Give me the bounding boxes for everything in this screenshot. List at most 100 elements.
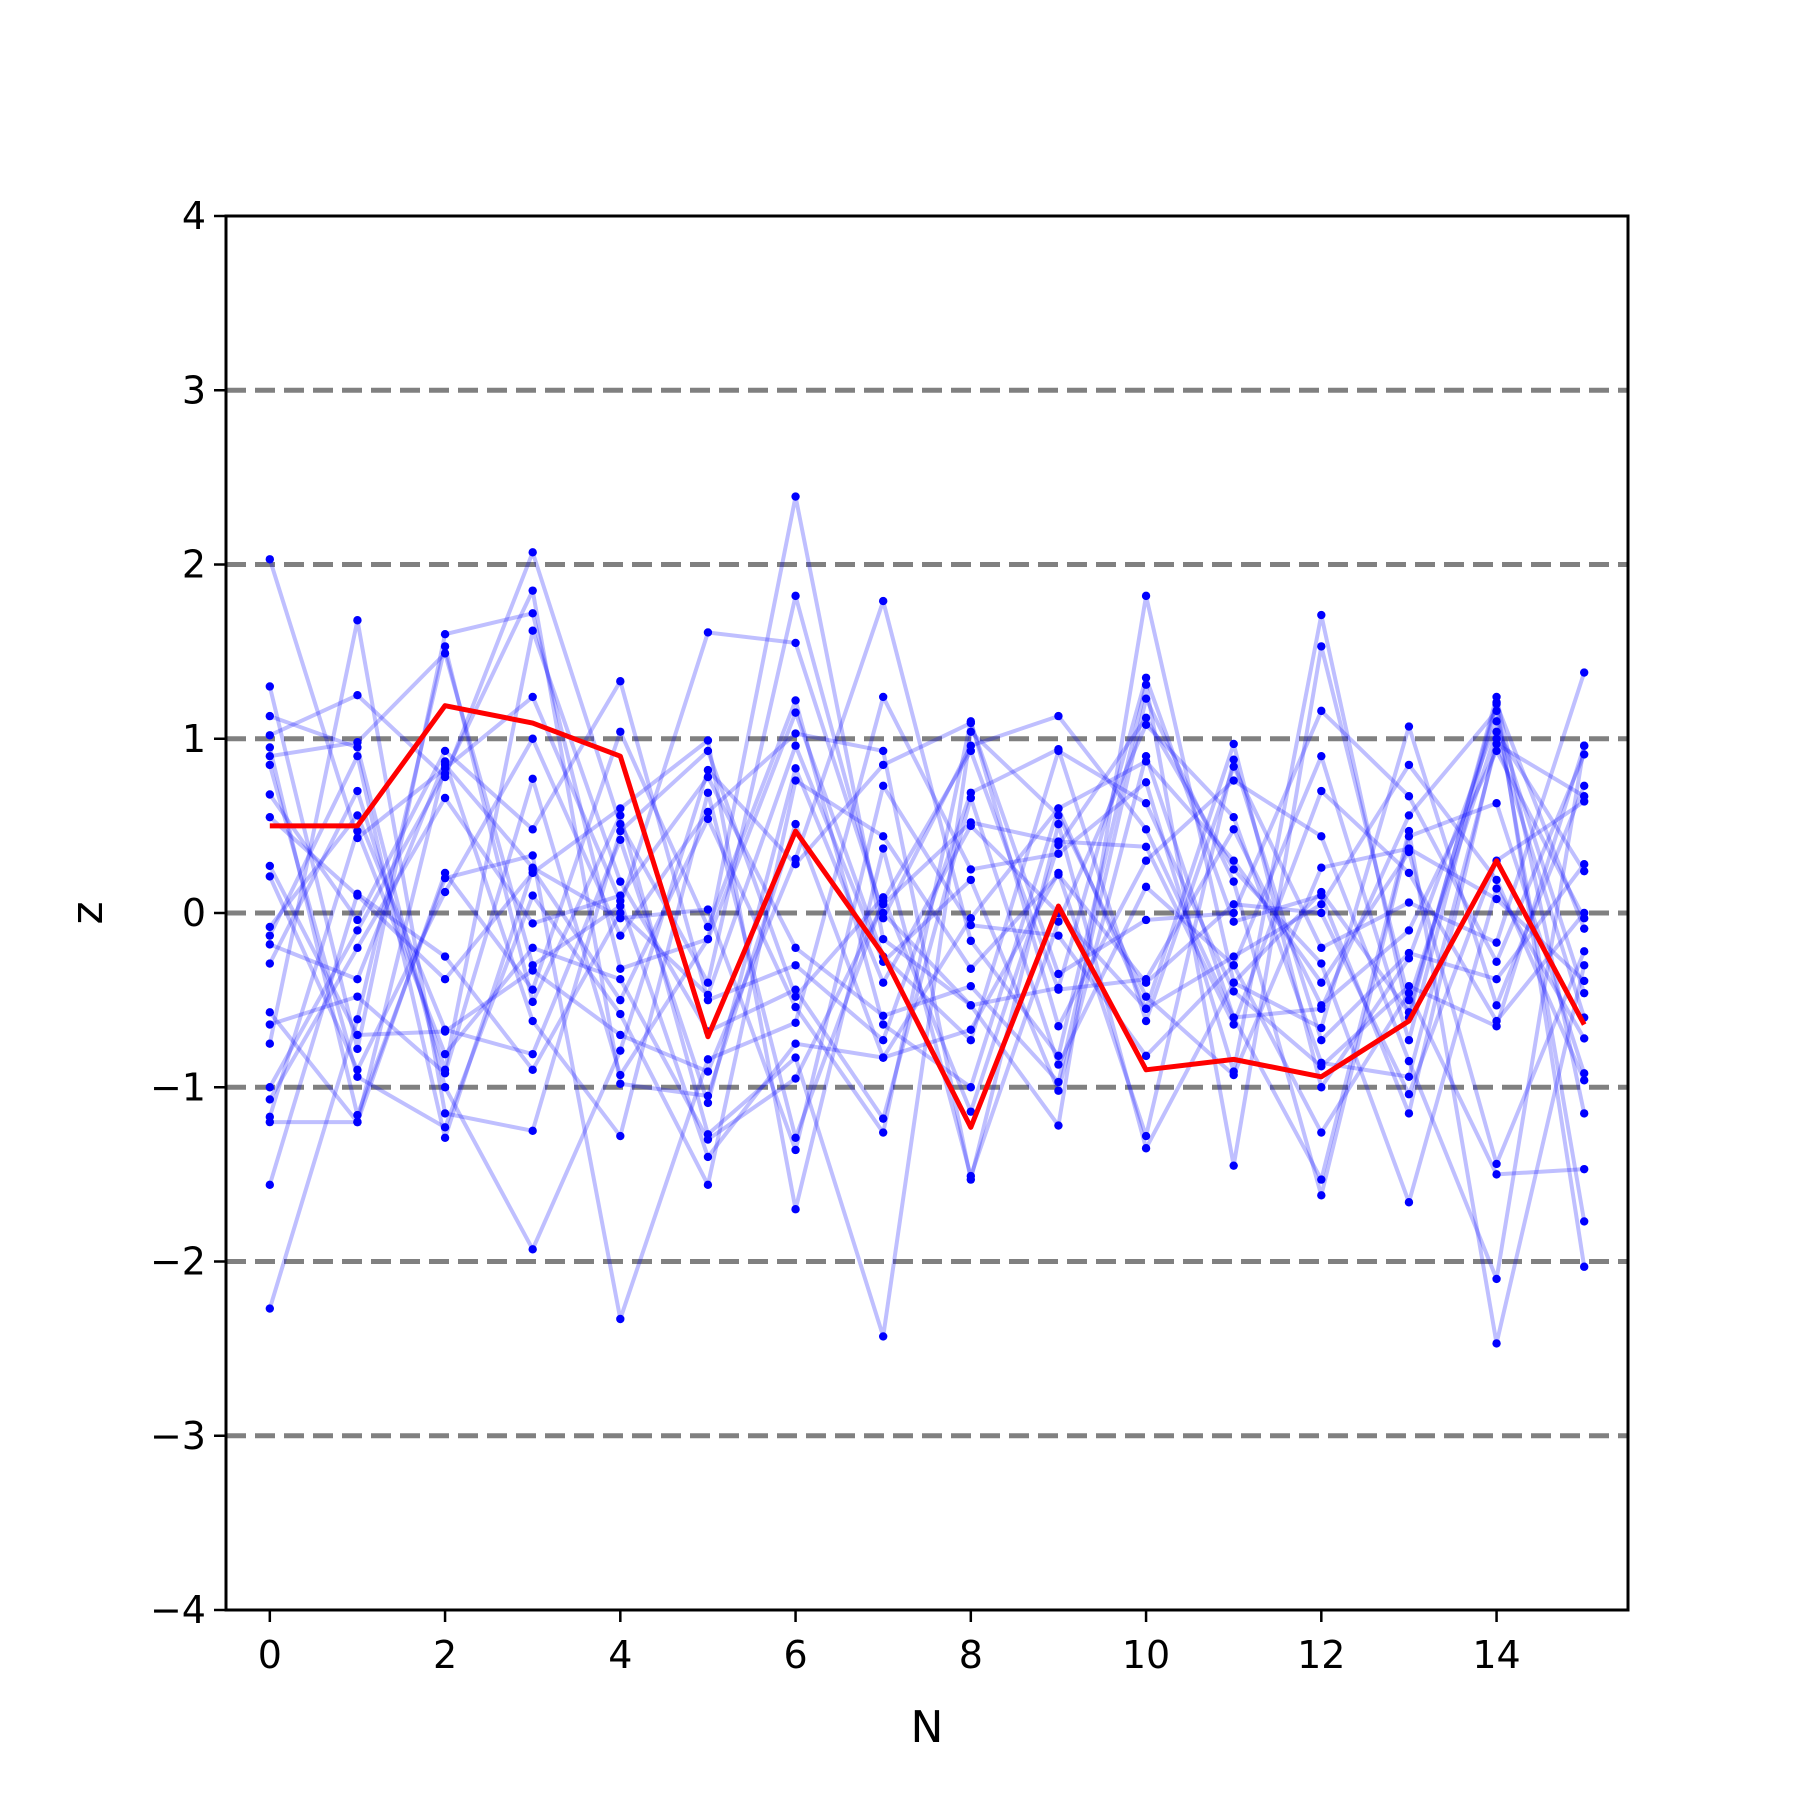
data-point-s14-x15 <box>1579 741 1589 750</box>
data-point-s17-x2 <box>440 793 450 803</box>
data-point-s15-x12 <box>1317 959 1326 968</box>
data-point-s8-x0 <box>265 861 275 871</box>
data-point-s10-x2 <box>440 1025 450 1034</box>
data-point-s3-x0 <box>265 731 275 740</box>
data-point-s4-x3 <box>528 851 537 860</box>
data-point-s16-x8 <box>966 1025 976 1034</box>
data-point-s5-x7 <box>878 908 888 918</box>
data-point-s12-x5 <box>703 788 713 797</box>
data-point-s23-x7 <box>878 1114 888 1123</box>
data-point-s11-x11 <box>1229 776 1238 785</box>
y-tick-label--2: −2 <box>150 1240 206 1284</box>
data-point-s12-x11 <box>1229 825 1238 834</box>
data-point-s15-x2 <box>440 1109 450 1118</box>
data-point-s19-x12 <box>1317 1128 1326 1137</box>
data-point-s12-x0 <box>265 940 275 949</box>
data-point-s23-x13 <box>1404 1036 1414 1045</box>
data-point-s19-x10 <box>1141 1051 1151 1061</box>
data-point-s20-x5 <box>703 990 713 1000</box>
data-point-s16-x2 <box>440 769 450 778</box>
data-point-s4-x7 <box>878 692 888 702</box>
data-point-s5-x11 <box>1229 917 1238 926</box>
background-series-line-7 <box>268 722 1586 1212</box>
data-point-s13-x6 <box>791 696 800 705</box>
data-point-s7-x5 <box>703 736 713 745</box>
data-point-s18-x15 <box>1579 908 1589 918</box>
data-point-s21-x13 <box>1404 844 1414 853</box>
data-point-s22-x12 <box>1317 908 1326 918</box>
data-point-s18-x7 <box>878 900 888 909</box>
x-tick-label-8: 8 <box>959 1633 983 1677</box>
data-point-s8-x6 <box>791 854 800 864</box>
data-point-s21-x12 <box>1317 863 1326 872</box>
data-point-s11-x2 <box>440 1133 450 1142</box>
data-point-s13-x3 <box>528 985 537 994</box>
data-point-s12-x13 <box>1404 926 1414 935</box>
data-point-s15-x8 <box>966 1107 976 1116</box>
data-point-s20-x0 <box>265 1180 275 1190</box>
data-point-s8-x15 <box>1579 866 1589 876</box>
data-point-s4-x12 <box>1317 610 1326 620</box>
data-point-s2-x7 <box>878 760 888 770</box>
background-series-line-3 <box>268 550 1587 1346</box>
data-point-s22-x2 <box>440 1123 450 1132</box>
data-point-s17-x8 <box>966 981 976 991</box>
data-point-s9-x3 <box>528 734 537 743</box>
data-point-s11-x5 <box>703 814 713 824</box>
data-point-s21-x6 <box>791 1053 800 1062</box>
data-point-s17-x4 <box>616 891 625 900</box>
data-point-s4-x15 <box>1579 1109 1589 1118</box>
data-point-s8-x14 <box>1492 727 1501 736</box>
x-tick-label-6: 6 <box>783 1633 807 1677</box>
data-point-s9-x14 <box>1492 1001 1501 1010</box>
data-point-s17-x5 <box>703 772 713 782</box>
data-point-s20-x13 <box>1404 811 1414 820</box>
data-point-s7-x10 <box>1141 720 1151 730</box>
data-point-s17-x0 <box>265 1095 275 1104</box>
data-point-s19-x14 <box>1492 1170 1501 1179</box>
data-point-s21-x1 <box>353 1015 362 1024</box>
data-point-s12-x4 <box>616 1131 625 1141</box>
data-point-s11-x12 <box>1317 832 1326 841</box>
data-point-s9-x9 <box>1054 819 1063 829</box>
data-point-s4-x6 <box>791 1018 800 1027</box>
data-point-s1-x1 <box>353 1044 362 1054</box>
data-point-s1-x2 <box>440 630 450 639</box>
y-tick-label-2: 2 <box>182 543 206 587</box>
data-point-s10-x4 <box>616 835 625 845</box>
data-point-s15-x7 <box>878 893 888 902</box>
y-tick-label-0: 0 <box>182 891 206 935</box>
data-point-s17-x13 <box>1404 832 1414 841</box>
data-point-s10-x3 <box>528 1049 537 1059</box>
data-point-s11-x8 <box>966 717 976 726</box>
data-point-s12-x9 <box>1054 985 1063 994</box>
data-point-s13-x5 <box>703 922 713 932</box>
data-point-s5-x5 <box>703 628 713 637</box>
data-point-s10-x1 <box>353 811 362 820</box>
data-point-s18-x13 <box>1404 868 1414 878</box>
data-point-s9-x2 <box>440 887 450 897</box>
data-point-s3-x1 <box>353 690 362 700</box>
data-point-s8-x4 <box>616 1030 625 1040</box>
data-point-s18-x1 <box>353 826 362 836</box>
data-point-s17-x11 <box>1229 877 1238 886</box>
background-series-line-20 <box>267 708 1587 1222</box>
data-point-s20-x8 <box>966 875 976 885</box>
data-point-s9-x0 <box>265 872 275 881</box>
data-point-s22-x8 <box>966 964 976 973</box>
background-series-line-18 <box>267 789 1586 1142</box>
data-point-s6-x10 <box>1141 1016 1151 1026</box>
data-point-s2-x14 <box>1492 957 1501 966</box>
data-point-s20-x15 <box>1579 1217 1589 1226</box>
data-point-s20-x6 <box>791 741 800 750</box>
data-point-s21-x4 <box>616 811 625 820</box>
data-point-s17-x10 <box>1141 694 1151 703</box>
data-point-s12-x1 <box>353 975 362 984</box>
data-point-s23-x14 <box>1492 699 1501 709</box>
data-point-s16-x5 <box>703 1091 713 1101</box>
y-axis-ticks: −4 −3 −2 −1 0 1 2 3 4 <box>150 194 226 1632</box>
data-point-s5-x13 <box>1404 1109 1414 1118</box>
data-point-s2-x13 <box>1404 792 1414 801</box>
background-series-line-8 <box>268 599 1586 1168</box>
data-point-s2-x3 <box>528 1245 537 1254</box>
